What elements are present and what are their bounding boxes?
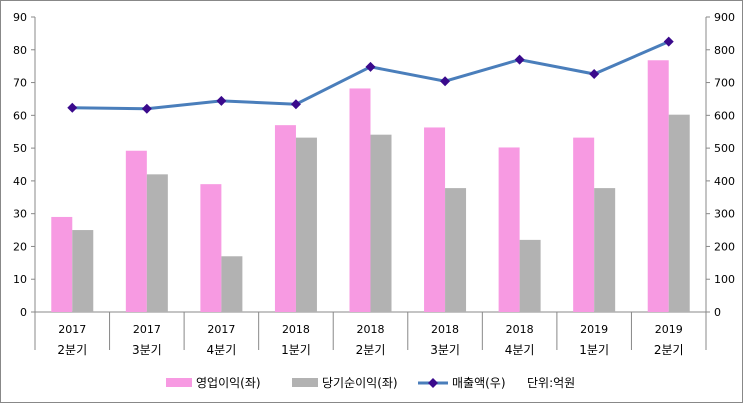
right-tick-label: 400 — [714, 175, 735, 188]
category-year-label: 2017 — [133, 323, 161, 336]
bar-operating-profit — [200, 184, 222, 312]
category-quarter-label: 4분기 — [207, 343, 237, 357]
left-tick-label: 60 — [13, 109, 27, 122]
bar-net-income — [370, 134, 392, 312]
right-tick-label: 700 — [714, 77, 735, 90]
bar-net-income — [221, 256, 243, 312]
category-year-label: 2018 — [357, 323, 385, 336]
bar-operating-profit — [573, 137, 595, 312]
left-tick-label: 10 — [13, 273, 27, 286]
bar-operating-profit — [349, 88, 371, 312]
left-tick-label: 30 — [13, 208, 27, 221]
right-tick-label: 600 — [714, 109, 735, 122]
category-year-label: 2019 — [655, 323, 683, 336]
category-year-label: 2018 — [282, 323, 310, 336]
unit-note: 단위:억원 — [527, 376, 575, 390]
right-tick-label: 900 — [714, 11, 735, 24]
bar-net-income — [519, 239, 541, 312]
revenue-marker — [141, 103, 152, 114]
bar-operating-profit — [647, 60, 669, 313]
revenue-marker — [589, 69, 600, 80]
revenue-marker — [216, 95, 227, 106]
left-tick-label: 70 — [13, 77, 27, 90]
category-year-label: 2017 — [58, 323, 86, 336]
left-tick-label: 90 — [13, 11, 27, 24]
category-year-label: 2018 — [431, 323, 459, 336]
legend-swatch-operating-profit — [166, 378, 192, 387]
category-year-label: 2017 — [207, 323, 235, 336]
category-quarter-label: 2분기 — [57, 343, 87, 357]
revenue-marker — [365, 61, 376, 72]
category-quarter-label: 3분기 — [430, 343, 460, 357]
category-quarter-label: 2분기 — [654, 343, 684, 357]
revenue-marker — [663, 36, 674, 47]
legend-label: 매출액(우) — [452, 376, 506, 390]
right-tick-label: 100 — [714, 273, 735, 286]
right-tick-label: 800 — [714, 44, 735, 57]
left-tick-label: 40 — [13, 175, 27, 188]
legend-label: 영업이익(좌) — [196, 376, 261, 390]
category-year-label: 2018 — [506, 323, 534, 336]
bar-operating-profit — [274, 125, 296, 313]
left-tick-label: 50 — [13, 142, 27, 155]
left-tick-label: 0 — [20, 306, 27, 319]
bar-operating-profit — [125, 150, 147, 312]
category-year-label: 2019 — [580, 323, 608, 336]
bar-operating-profit — [51, 216, 73, 312]
right-tick-label: 500 — [714, 142, 735, 155]
category-quarter-label: 4분기 — [505, 343, 535, 357]
revenue-marker — [67, 102, 78, 113]
bar-net-income — [594, 188, 616, 312]
category-quarter-label: 3분기 — [132, 343, 162, 357]
left-tick-label: 20 — [13, 240, 27, 253]
bar-net-income — [668, 114, 690, 312]
bar-net-income — [146, 174, 168, 312]
revenue-marker — [514, 54, 525, 65]
revenue-marker — [440, 76, 451, 87]
right-tick-label: 0 — [714, 306, 721, 319]
revenue-marker — [290, 99, 301, 110]
category-quarter-label: 1분기 — [579, 343, 609, 357]
category-quarter-label: 2분기 — [356, 343, 386, 357]
left-tick-label: 80 — [13, 44, 27, 57]
bar-net-income — [445, 188, 467, 312]
legend-swatch-net-income — [292, 378, 318, 387]
bar-operating-profit — [498, 147, 520, 312]
legend-label: 당기순이익(좌) — [322, 376, 398, 390]
bar-net-income — [72, 230, 94, 312]
legend-marker-revenue — [428, 378, 438, 388]
bar-operating-profit — [424, 127, 446, 312]
bar-net-income — [295, 137, 317, 312]
right-tick-label: 300 — [714, 208, 735, 221]
right-tick-label: 200 — [714, 240, 735, 253]
category-quarter-label: 1분기 — [281, 343, 311, 357]
